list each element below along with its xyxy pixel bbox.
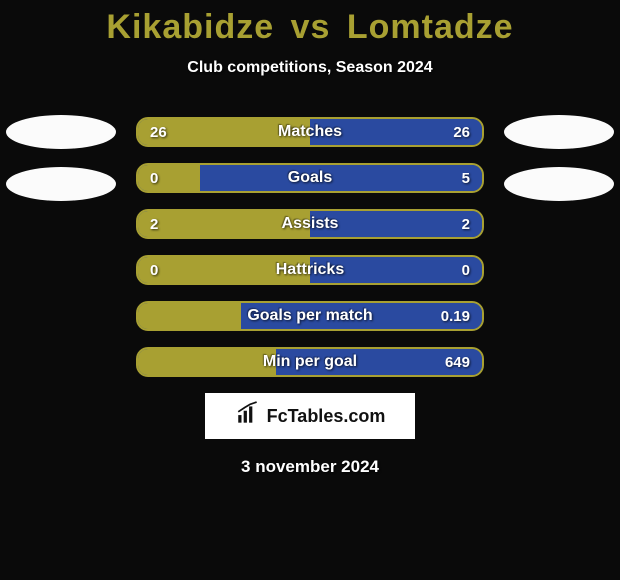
- brand-badge: FcTables.com: [205, 393, 415, 439]
- stat-fill-right: [310, 257, 482, 283]
- stat-fill-left: [138, 257, 310, 283]
- stat-row: Min per goal649: [136, 347, 484, 377]
- player-right-photo-bottom: [504, 167, 614, 201]
- player-left-photo-top: [6, 115, 116, 149]
- player-right-photo-top: [504, 115, 614, 149]
- stat-row: Goals per match0.19: [136, 301, 484, 331]
- brand-text: FcTables.com: [267, 406, 386, 427]
- title-left: Kikabidze: [106, 8, 274, 46]
- page-title: Kikabidze vs Lomtadze: [0, 0, 620, 47]
- stat-fill-left: [138, 165, 200, 191]
- stat-fill-right: [276, 349, 482, 375]
- stat-fill-right: [310, 119, 482, 145]
- stat-row: Matches2626: [136, 117, 484, 147]
- stat-row: Hattricks00: [136, 255, 484, 285]
- stat-fill-left: [138, 211, 310, 237]
- player-left-photo-bottom: [6, 167, 116, 201]
- subtitle: Club competitions, Season 2024: [0, 59, 620, 77]
- title-vs: vs: [291, 8, 331, 46]
- stat-fill-left: [138, 303, 241, 329]
- title-right: Lomtadze: [347, 8, 514, 46]
- stat-fill-left: [138, 349, 276, 375]
- comparison-block: Matches2626 Goals05 Assists22 Hattricks00 Go…: [0, 117, 620, 377]
- stat-row: Assists22: [136, 209, 484, 239]
- stat-fill-right: [200, 165, 482, 191]
- render-date: 3 november 2024: [0, 457, 620, 477]
- stat-fill-right: [241, 303, 482, 329]
- stat-rows: Matches2626 Goals05 Assists22 Hattricks00 Go…: [136, 117, 484, 377]
- chart-icon: [235, 401, 261, 432]
- stat-fill-right: [310, 211, 482, 237]
- stat-row: Goals05: [136, 163, 484, 193]
- stat-fill-left: [138, 119, 310, 145]
